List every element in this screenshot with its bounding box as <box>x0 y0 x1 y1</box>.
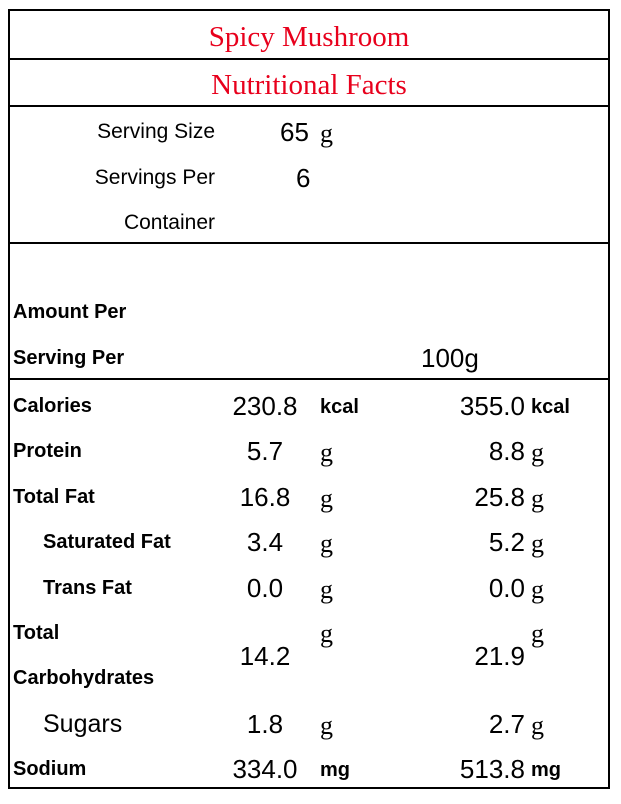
nutrient-label-carbohydrates-line1: Total <box>13 622 60 644</box>
nutrient-label-sugars: Sugars <box>43 710 123 738</box>
sugars-per-100g: 2.7 <box>488 709 525 739</box>
nutrient-label-calories: Calories <box>13 395 92 417</box>
serving-size-value: 65 <box>280 117 309 147</box>
carbohydrates-per-serving-unit: g <box>320 619 333 648</box>
saturated-fat-per-serving-unit: g <box>320 529 333 558</box>
product-title: Spicy Mushroom <box>208 21 410 53</box>
saturated-fat-per-serving: 3.4 <box>246 527 284 557</box>
sodium-per-100g: 513.8 <box>459 754 525 784</box>
sugars-per-serving-unit: g <box>320 711 333 740</box>
nutrient-label-total-fat: Total Fat <box>13 486 95 508</box>
nutrient-label-protein: Protein <box>13 440 82 462</box>
total-fat-per-100g: 25.8 <box>474 482 525 512</box>
trans-fat-per-serving-unit: g <box>320 575 333 604</box>
divider <box>10 378 608 380</box>
protein-per-serving-unit: g <box>320 438 333 467</box>
saturated-fat-per-100g-unit: g <box>531 529 544 558</box>
sugars-per-serving: 1.8 <box>246 709 284 739</box>
protein-per-serving: 5.7 <box>246 436 284 466</box>
calories-per-100g-unit: kcal <box>531 396 570 418</box>
calories-per-serving-unit: kcal <box>320 396 359 418</box>
sugars-per-100g-unit: g <box>531 711 544 740</box>
divider <box>10 105 608 107</box>
saturated-fat-per-100g: 5.2 <box>488 527 525 557</box>
amount-per-label-line1: Amount Per <box>13 301 127 323</box>
calories-per-100g: 355.0 <box>459 391 525 421</box>
sodium-per-serving: 334.0 <box>232 754 298 784</box>
per-100g-column-header: 100g <box>421 343 479 373</box>
servings-per-label-line1: Servings Per <box>94 166 215 189</box>
trans-fat-per-100g: 0.0 <box>488 573 525 603</box>
serving-size-label: Serving Size <box>97 120 215 143</box>
nutrient-label-saturated-fat: Saturated Fat <box>43 531 171 553</box>
trans-fat-per-serving: 0.0 <box>246 573 284 603</box>
protein-per-100g: 8.8 <box>488 436 525 466</box>
divider <box>10 242 608 244</box>
carbohydrates-per-100g: 21.9 <box>474 641 525 671</box>
divider <box>10 58 608 60</box>
nutrient-label-carbohydrates-line2: Carbohydrates <box>13 667 155 689</box>
carbohydrates-per-serving: 14.2 <box>239 641 291 671</box>
total-fat-per-serving: 16.8 <box>239 482 291 512</box>
calories-per-serving: 230.8 <box>232 391 298 421</box>
nutrition-facts-table: Spicy Mushroom Nutritional Facts Serving… <box>8 9 610 789</box>
nutrient-label-sodium: Sodium <box>13 758 87 780</box>
protein-per-100g-unit: g <box>531 438 544 467</box>
servings-per-label-line2: Container <box>123 211 215 234</box>
carbohydrates-per-100g-unit: g <box>531 619 544 648</box>
amount-per-label-line2: Serving Per <box>13 347 125 369</box>
serving-size-unit: g <box>320 119 333 148</box>
sodium-per-100g-unit: mg <box>531 759 561 781</box>
total-fat-per-serving-unit: g <box>320 484 333 513</box>
trans-fat-per-100g-unit: g <box>531 575 544 604</box>
total-fat-per-100g-unit: g <box>531 484 544 513</box>
sodium-per-serving-unit: mg <box>320 759 350 781</box>
servings-per-container-value: 6 <box>296 163 311 193</box>
nutrient-label-trans-fat: Trans Fat <box>43 577 132 599</box>
table-subtitle: Nutritional Facts <box>211 69 407 101</box>
